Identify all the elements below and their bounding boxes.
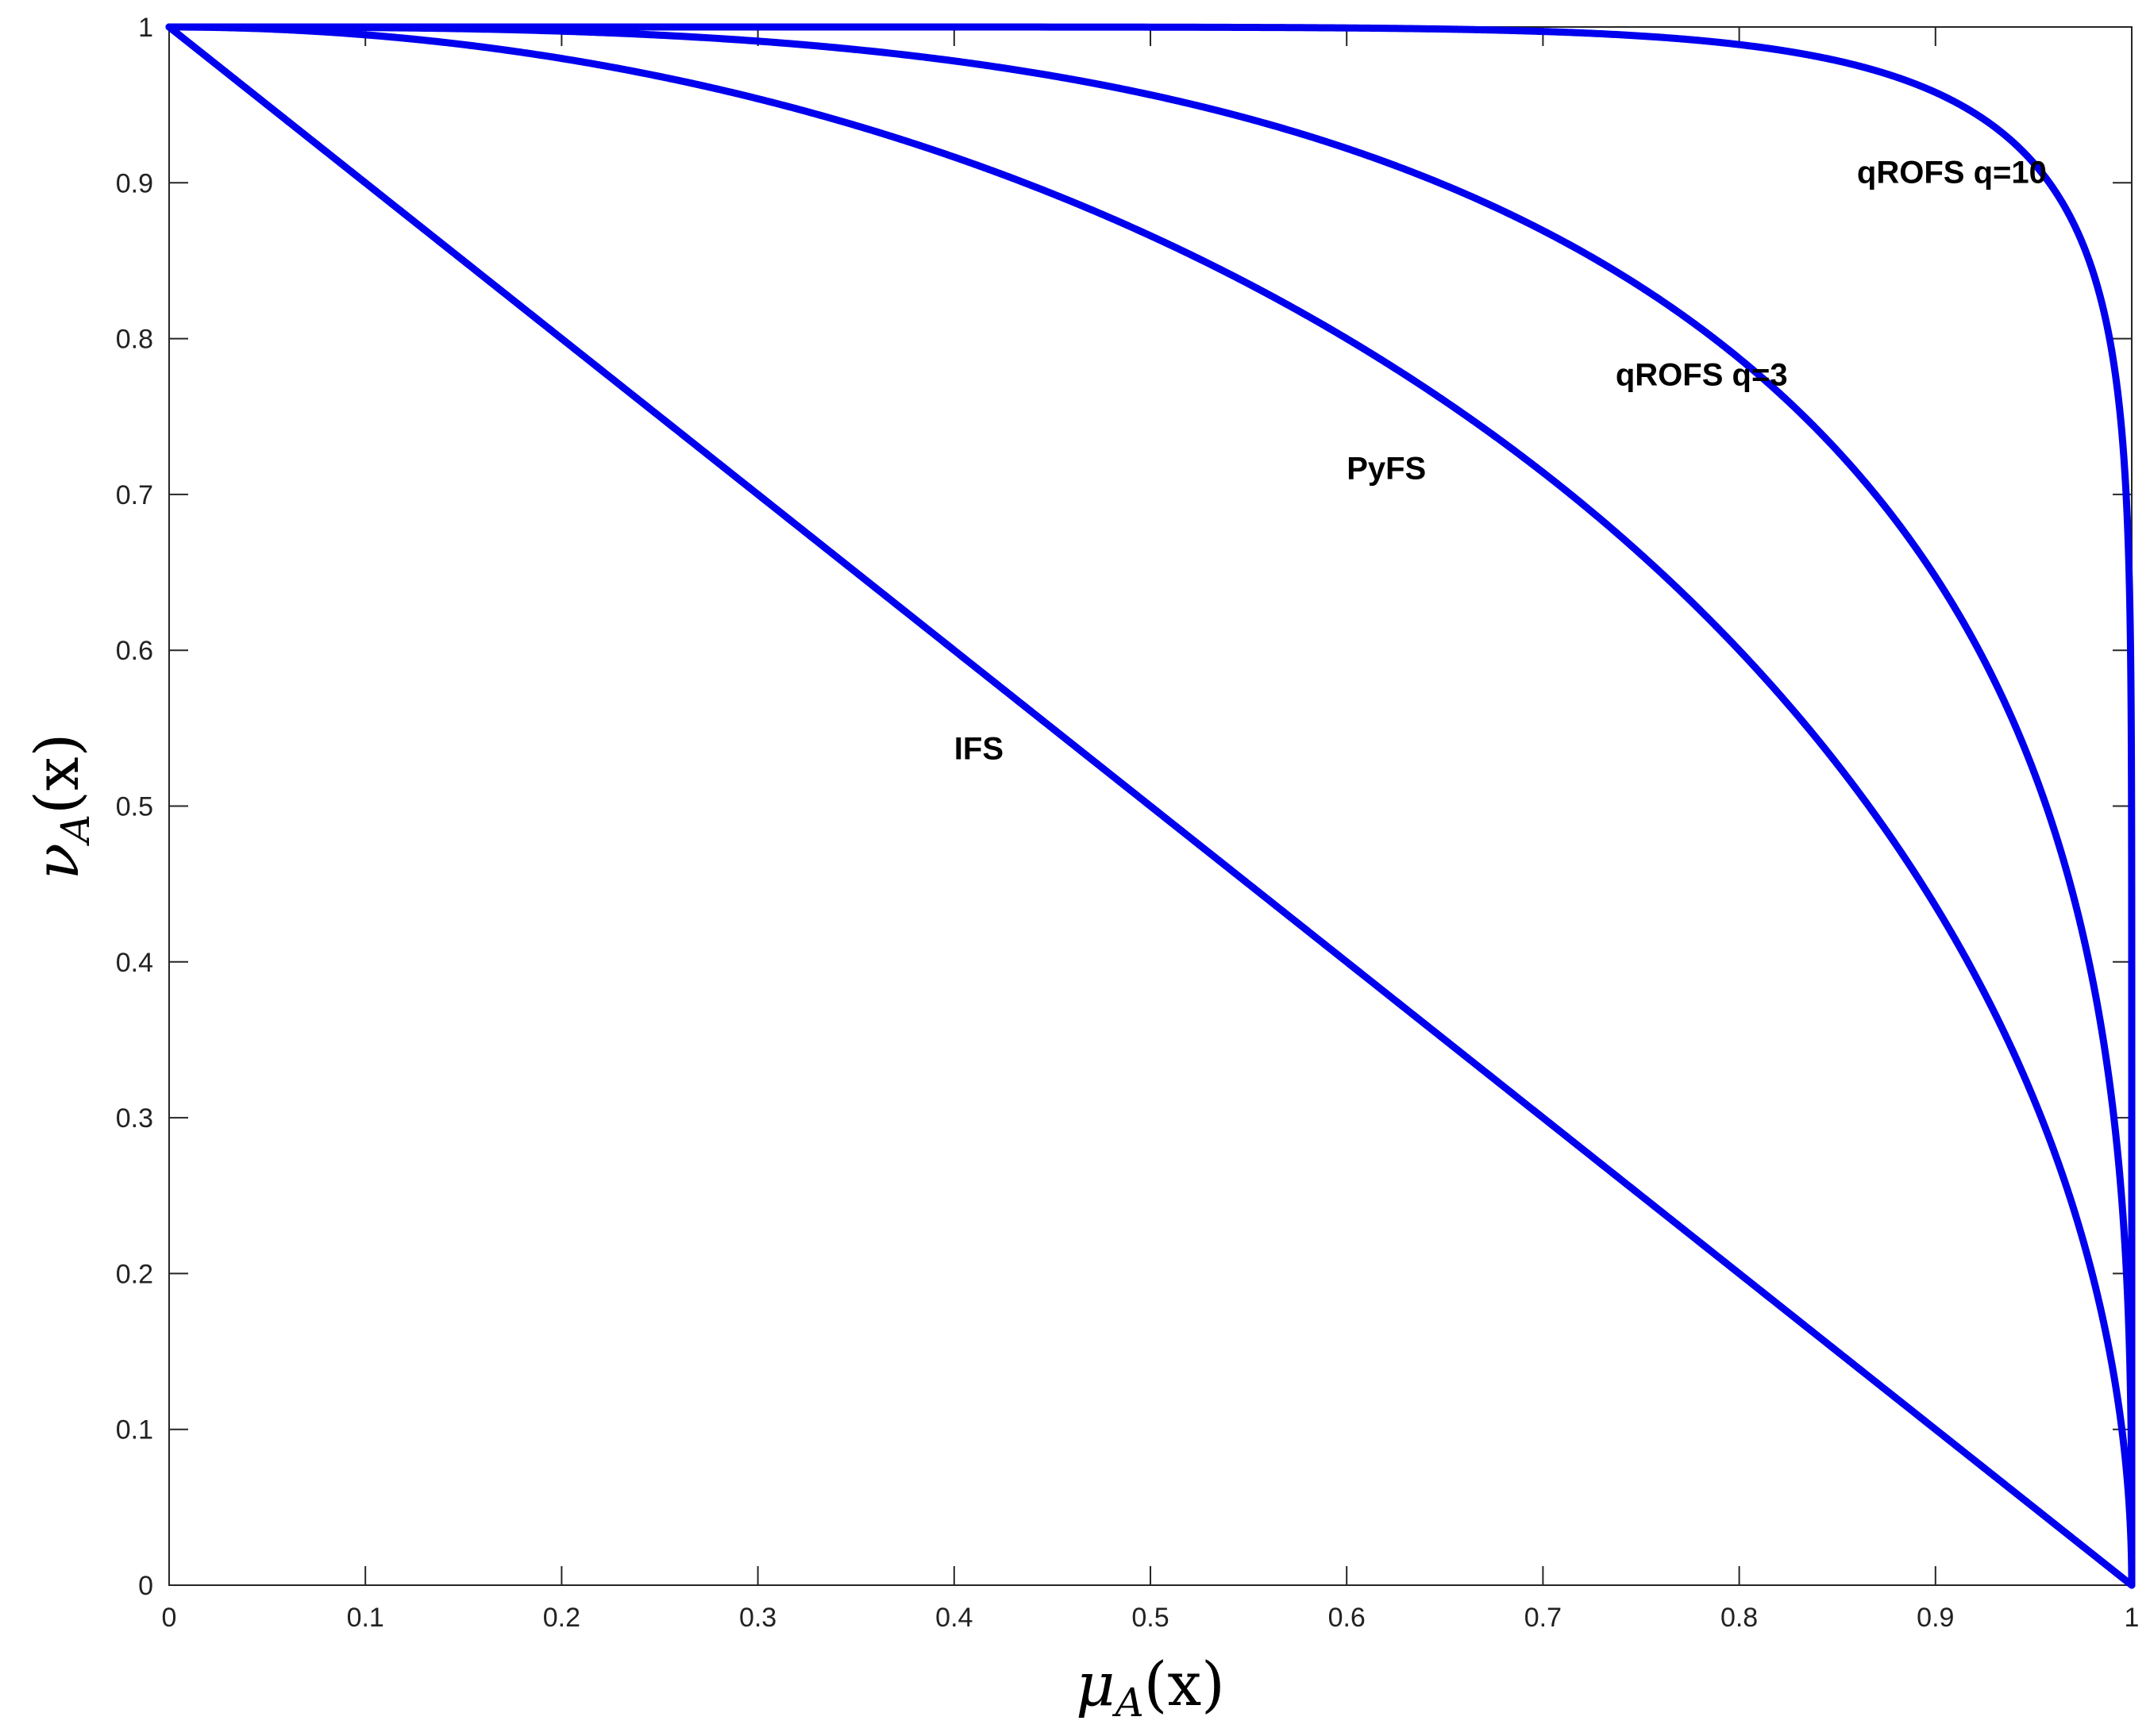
x-tick-label: 1 (2125, 1603, 2140, 1633)
y-axis-label-sub: A (52, 814, 98, 846)
y-tick-label: 0.6 (116, 636, 153, 666)
y-tick-label: 1 (138, 13, 153, 43)
y-tick-label: 0.2 (116, 1259, 153, 1289)
x-tick-label: 0.4 (935, 1603, 973, 1633)
x-axis-label: μA(x) (1076, 1649, 1225, 1726)
annotation-label: PyFS (1347, 451, 1426, 486)
y-tick-label: 0.9 (116, 168, 153, 198)
x-tick-label: 0.2 (543, 1603, 580, 1633)
x-tick-label: 0.7 (1524, 1603, 1562, 1633)
x-tick-label: 0.5 (1131, 1603, 1169, 1633)
annotation-label: IFS (954, 732, 1004, 767)
series-line-q3 (165, 23, 2136, 1589)
y-tick-label: 0.1 (116, 1415, 153, 1445)
x-axis-label-rest: (x) (1144, 1649, 1225, 1719)
annotations: IFS PyFS qROFS q=3 qROFS q=10 (954, 155, 2047, 766)
annotation-label: qROFS q=10 (1857, 155, 2047, 190)
y-axis-label-main: ν (21, 843, 92, 880)
x-tick-label: 0.3 (739, 1603, 776, 1633)
x-tick-label: 0.6 (1328, 1603, 1366, 1633)
y-tick-label: 0.4 (116, 948, 153, 978)
y-tick-label: 0.8 (116, 325, 153, 355)
series-line-q10 (165, 23, 2136, 1588)
x-tick-label: 0.1 (347, 1603, 384, 1633)
y-axis-ticks: 0 0.1 0.2 0.3 0.4 0.5 0.6 0.7 0.8 0.9 1 (116, 13, 2132, 1601)
x-axis-label-main: μ (1076, 1649, 1115, 1719)
x-tick-label: 0.9 (1917, 1603, 1954, 1633)
series-layer (165, 23, 2136, 1589)
y-tick-label: 0.5 (116, 792, 153, 822)
x-axis-label-sub: A (1112, 1680, 1144, 1726)
x-tick-label: 0 (162, 1603, 177, 1633)
y-axis-label-rest: (x) (21, 733, 92, 814)
y-axis-label: νA(x) (21, 733, 98, 880)
y-tick-label: 0 (138, 1571, 153, 1601)
y-tick-label: 0.3 (116, 1103, 153, 1134)
y-tick-label: 0.7 (116, 480, 153, 510)
series-line-q1 (165, 23, 2136, 1589)
series-line-q2 (165, 23, 2136, 1589)
annotation-label: qROFS q=3 (1616, 357, 1788, 392)
x-tick-label: 0.8 (1720, 1603, 1758, 1633)
x-axis-ticks: 0 0.1 0.2 0.3 0.4 0.5 0.6 0.7 0.8 0.9 1 (162, 27, 2140, 1633)
